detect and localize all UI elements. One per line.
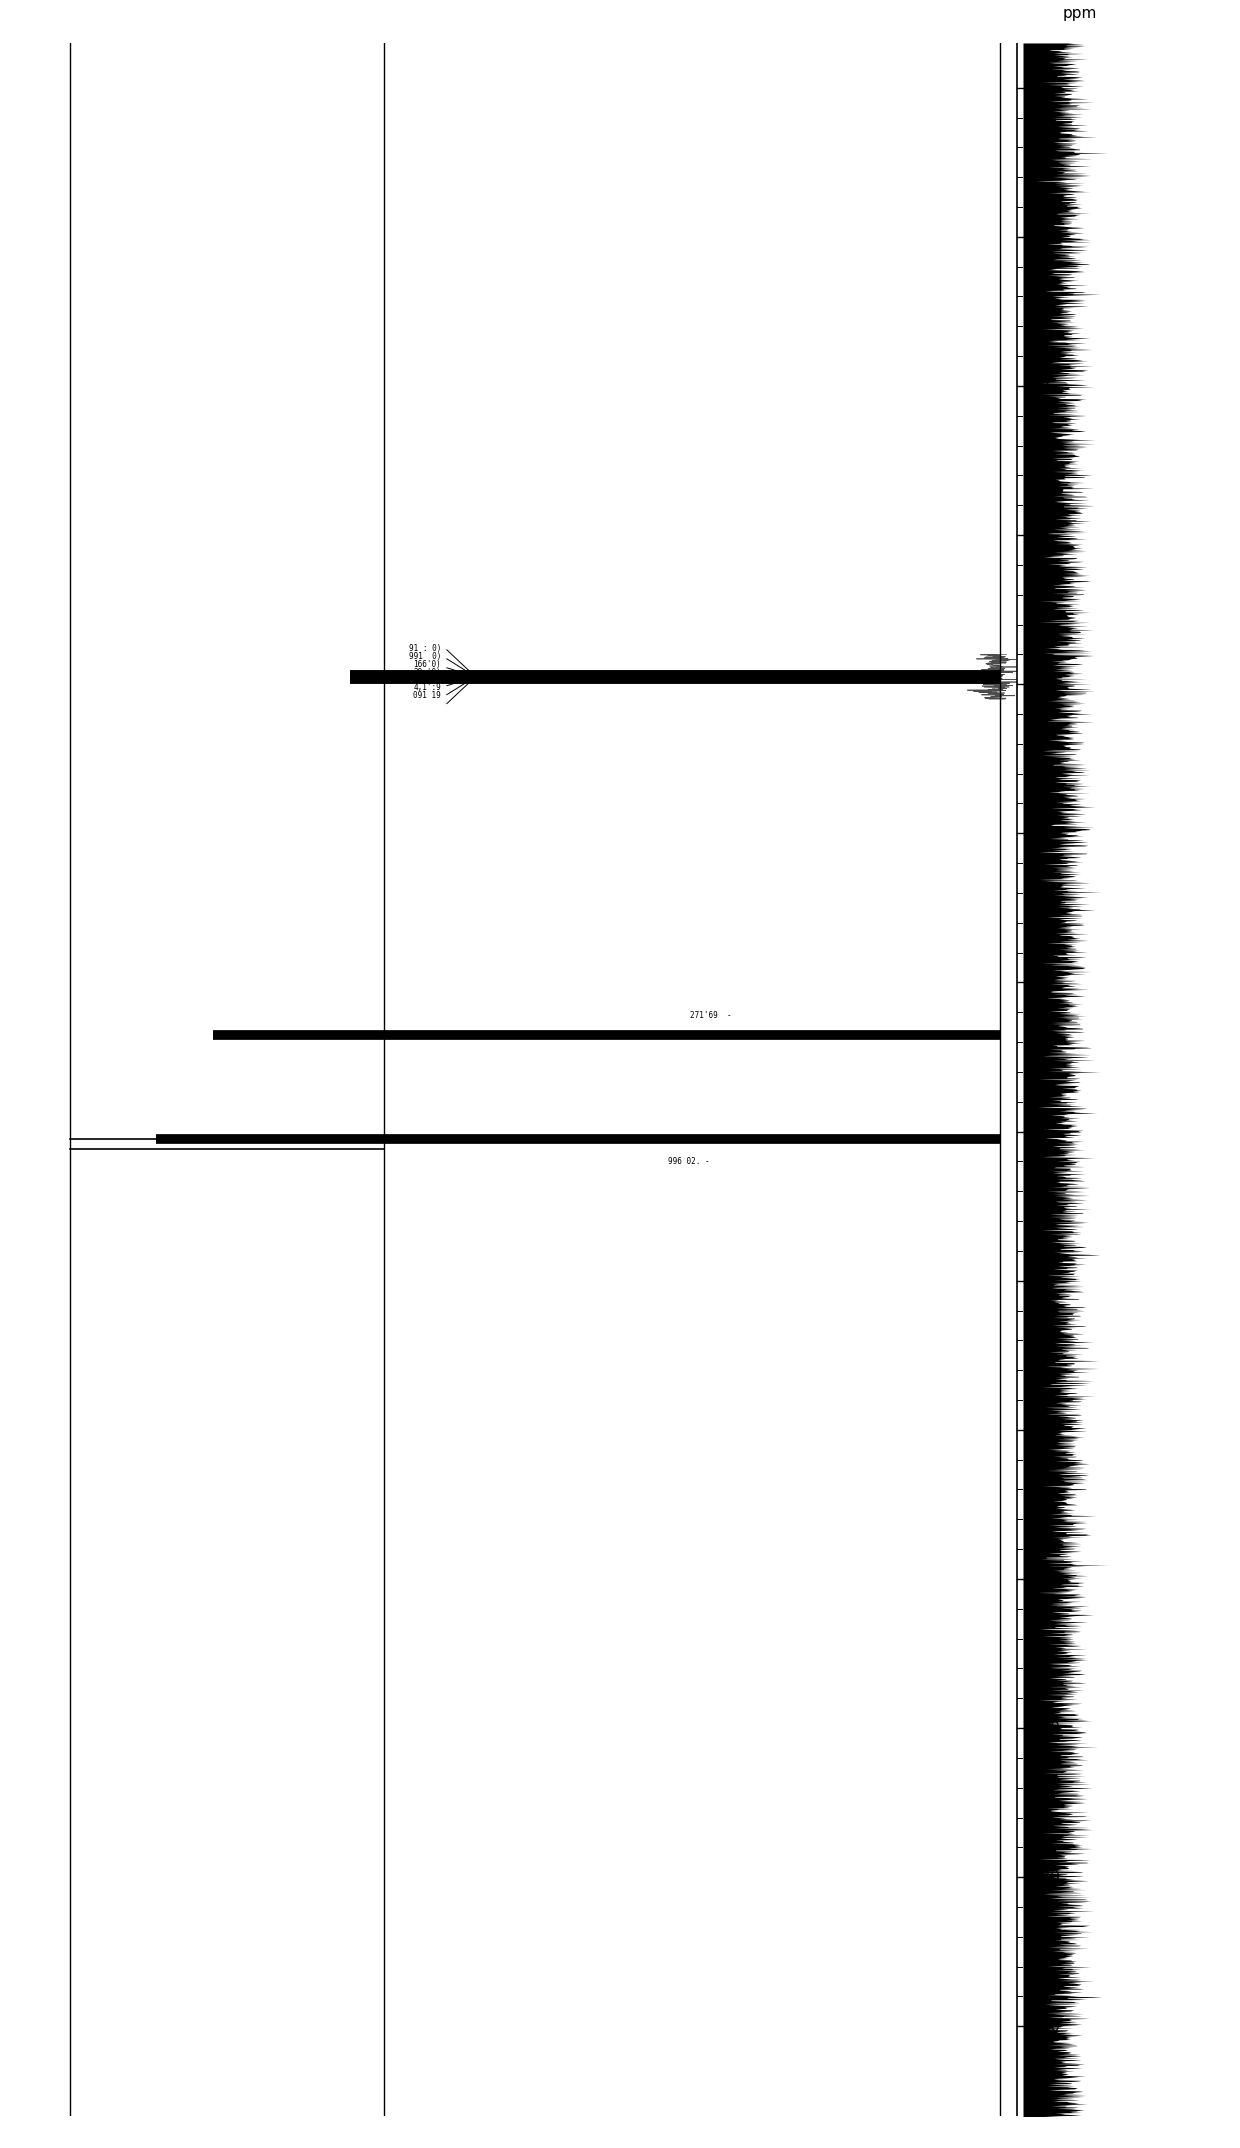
Text: 20: 20 bbox=[1030, 378, 1050, 393]
Text: ppm: ppm bbox=[1063, 6, 1097, 21]
Text: 91 : 0): 91 : 0) bbox=[409, 644, 441, 653]
Text: 40: 40 bbox=[1030, 677, 1050, 692]
Text: 60: 60 bbox=[1030, 975, 1050, 990]
Text: 4,1':9: 4,1':9 bbox=[413, 683, 441, 692]
Text: 166'0): 166'0) bbox=[413, 659, 441, 668]
Text: 80: 80 bbox=[1030, 1274, 1050, 1289]
Text: 50: 50 bbox=[1030, 825, 1050, 840]
Text: 10: 10 bbox=[1030, 230, 1050, 245]
Text: 991  0): 991 0) bbox=[409, 651, 441, 662]
Text: 100: 100 bbox=[1030, 1572, 1060, 1587]
Text: 90: 90 bbox=[1030, 1422, 1050, 1437]
Text: 1.6'0): 1.6'0) bbox=[413, 674, 441, 685]
Text: 996 02. -: 996 02. - bbox=[667, 1158, 709, 1166]
Text: 30: 30 bbox=[1030, 528, 1050, 543]
Text: 271'69  -: 271'69 - bbox=[691, 1012, 732, 1020]
Text: 29.'0): 29.'0) bbox=[413, 668, 441, 677]
Text: 091 19: 091 19 bbox=[413, 692, 441, 700]
Text: 130: 130 bbox=[1030, 2019, 1060, 2034]
Text: 120: 120 bbox=[1030, 1869, 1060, 1884]
Text: 0: 0 bbox=[1030, 79, 1040, 95]
Text: 110: 110 bbox=[1030, 1721, 1060, 1736]
Text: 70: 70 bbox=[1030, 1123, 1050, 1138]
